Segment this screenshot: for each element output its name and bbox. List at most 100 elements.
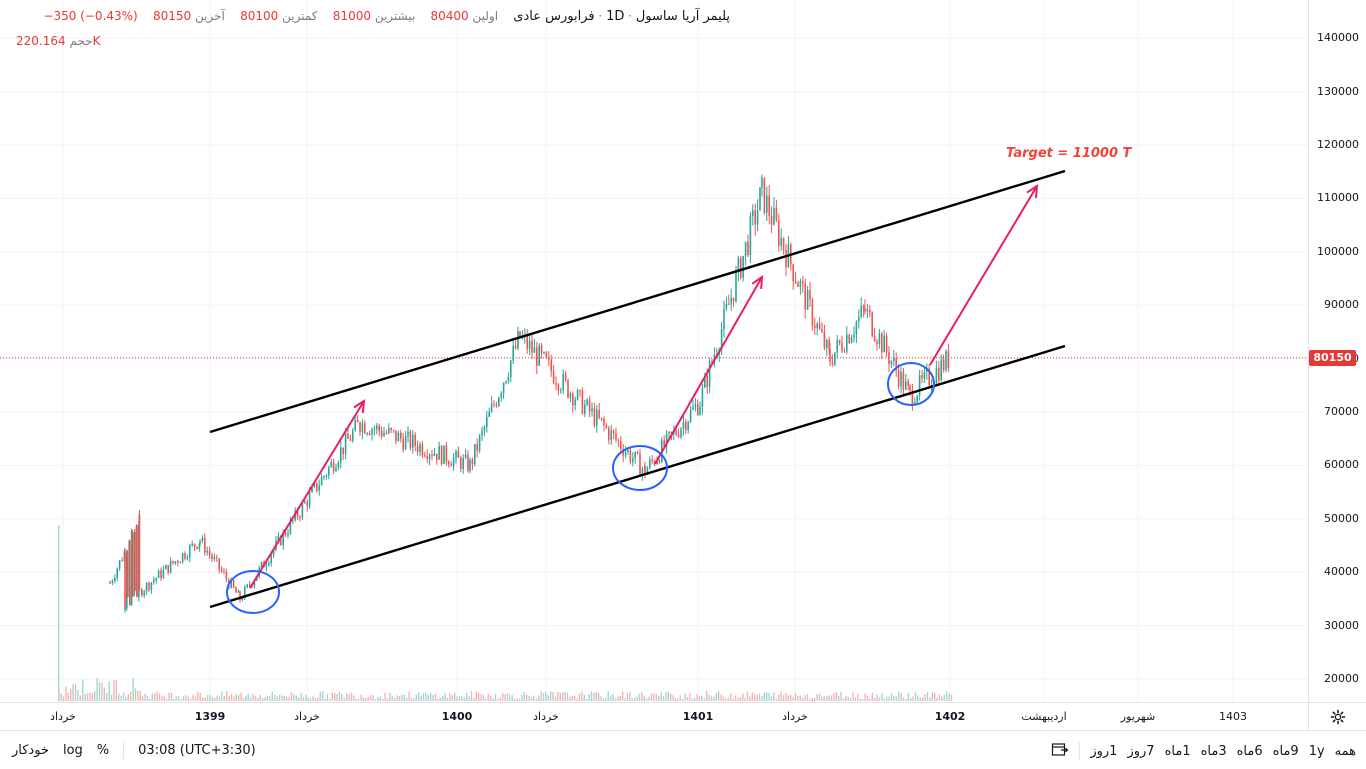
candle-body [126,551,129,589]
volume-bar [583,694,585,701]
volume-legend: حجم 220.164K [10,34,100,48]
candle-body [177,561,179,563]
volume-bar [466,692,468,701]
support-circle-1 [226,570,280,614]
auto-scale-toggle[interactable]: خودکار [12,742,49,758]
volume-bar [72,684,74,701]
volume-bar [634,697,636,701]
gear-icon [1330,709,1346,725]
volume-bar [761,695,763,701]
candle-body [914,402,916,406]
timezone-clock[interactable]: 03:08 (UTC+3:30) [138,742,256,758]
log-scale-toggle[interactable]: log [62,742,83,758]
candle-body [186,557,189,559]
candle-body [150,582,153,590]
candle-body [797,282,799,287]
volume-bar [158,693,161,701]
candle-body [488,412,490,417]
range-1m[interactable]: 1ماه [1164,743,1191,759]
price-tick-label: 30000 [1324,618,1359,632]
candle-body [799,281,802,287]
percent-scale-toggle[interactable]: % [96,742,110,758]
candle-body [629,450,632,462]
candle-body [675,430,677,435]
candle-body [804,283,806,310]
candle-body [193,543,196,547]
chart-pane[interactable]: پلیمر آریا ساسول · 1D · فرابورس عادی اول… [0,0,1308,702]
volume-bar [504,694,506,701]
candle-body [121,560,123,562]
symbol-name[interactable]: پلیمر آریا ساسول [635,9,730,24]
volume-bar [737,697,739,701]
volume-bar [600,696,602,701]
volume-bar [610,695,612,701]
candle-body [153,580,155,583]
candle-body [514,345,517,349]
candle-body [620,440,622,450]
candle-body [548,357,550,360]
volume-bar [943,694,945,701]
range-1y[interactable]: 1y [1308,743,1325,759]
candle-body [624,451,627,456]
chart-settings-button[interactable] [1308,702,1366,731]
open-label: اولین [472,9,499,23]
candle-body [455,451,457,458]
volume-bar [322,691,324,701]
volume-bar [518,698,521,701]
candle-body [235,587,237,593]
price-chart[interactable] [0,0,1308,702]
candle-body [756,210,759,225]
range-6m[interactable]: 6ماه [1236,743,1263,759]
volume-bar [288,696,290,701]
target-annotation[interactable]: Target = 11000 T [1006,146,1132,161]
goto-date-button[interactable] [1051,741,1069,761]
interval[interactable]: 1D [606,9,625,24]
volume-bar [334,693,336,701]
volume-bar [742,693,744,701]
volume-bar [895,696,897,701]
price-axis[interactable]: 1400001300001200001100001000009000080000… [1308,0,1366,702]
volume-bar [672,695,674,701]
candle-body [720,329,723,350]
range-1d[interactable]: 1روز [1090,743,1118,759]
volume-label: حجم [69,34,93,48]
range-all[interactable]: همه [1334,743,1356,759]
candle-body [111,580,114,583]
volume-bar [684,693,686,701]
candle-body [141,589,143,596]
volume-bar [250,697,252,701]
volume-bar [682,698,684,701]
volume-bar [329,698,331,701]
candle-body [841,343,843,351]
candle-body [572,393,574,406]
candle-body [763,177,766,213]
candle-body [507,377,510,382]
candle-body [816,323,818,329]
candle-body [881,333,883,353]
open-value: 80400 [430,9,469,23]
range-9m[interactable]: 9ماه [1272,743,1299,759]
candle-body [860,306,862,317]
candle-body [424,455,426,457]
candle-body [658,460,661,463]
volume-bar [413,698,415,701]
volume-bar [696,694,698,701]
candle-body [414,434,416,446]
candle-body [747,241,749,255]
volume-bar [922,697,924,701]
candle-body [366,433,368,435]
volume-bar [686,697,689,701]
volume-bar [655,693,657,701]
volume-bar [758,694,761,701]
time-tick-label: 1402 [934,710,966,723]
candle-body [383,432,385,437]
volume-bar [180,698,182,701]
volume-bar [739,697,741,701]
candle-body [495,404,498,406]
range-7d[interactable]: 7روز [1127,743,1155,759]
range-3m[interactable]: 3ماه [1200,743,1227,759]
candle-body [591,408,593,412]
candle-body [380,430,383,437]
time-axis[interactable]: خرداد 1399 خرداد 1400 خرداد 1401 خرداد 1402 اردی… [0,702,1308,731]
candle-body [612,430,615,434]
